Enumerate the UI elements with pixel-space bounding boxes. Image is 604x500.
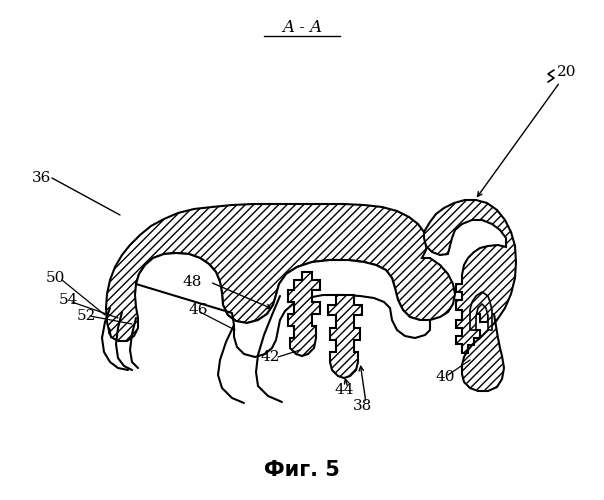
- Polygon shape: [136, 253, 430, 357]
- Text: 48: 48: [182, 275, 202, 289]
- Polygon shape: [470, 292, 492, 330]
- Polygon shape: [106, 204, 455, 341]
- Text: A - A: A - A: [282, 20, 322, 36]
- Text: 54: 54: [59, 293, 78, 307]
- Text: 42: 42: [260, 350, 280, 364]
- Polygon shape: [288, 272, 320, 356]
- Text: 44: 44: [334, 383, 354, 397]
- Text: Фиг. 5: Фиг. 5: [264, 460, 340, 480]
- Polygon shape: [424, 200, 516, 391]
- Text: 40: 40: [435, 370, 455, 384]
- Text: 46: 46: [188, 303, 208, 317]
- Polygon shape: [328, 295, 362, 378]
- Text: 20: 20: [557, 65, 577, 79]
- Text: 50: 50: [45, 271, 65, 285]
- Text: 52: 52: [76, 309, 95, 323]
- Text: 36: 36: [32, 171, 52, 185]
- Text: 38: 38: [352, 399, 371, 413]
